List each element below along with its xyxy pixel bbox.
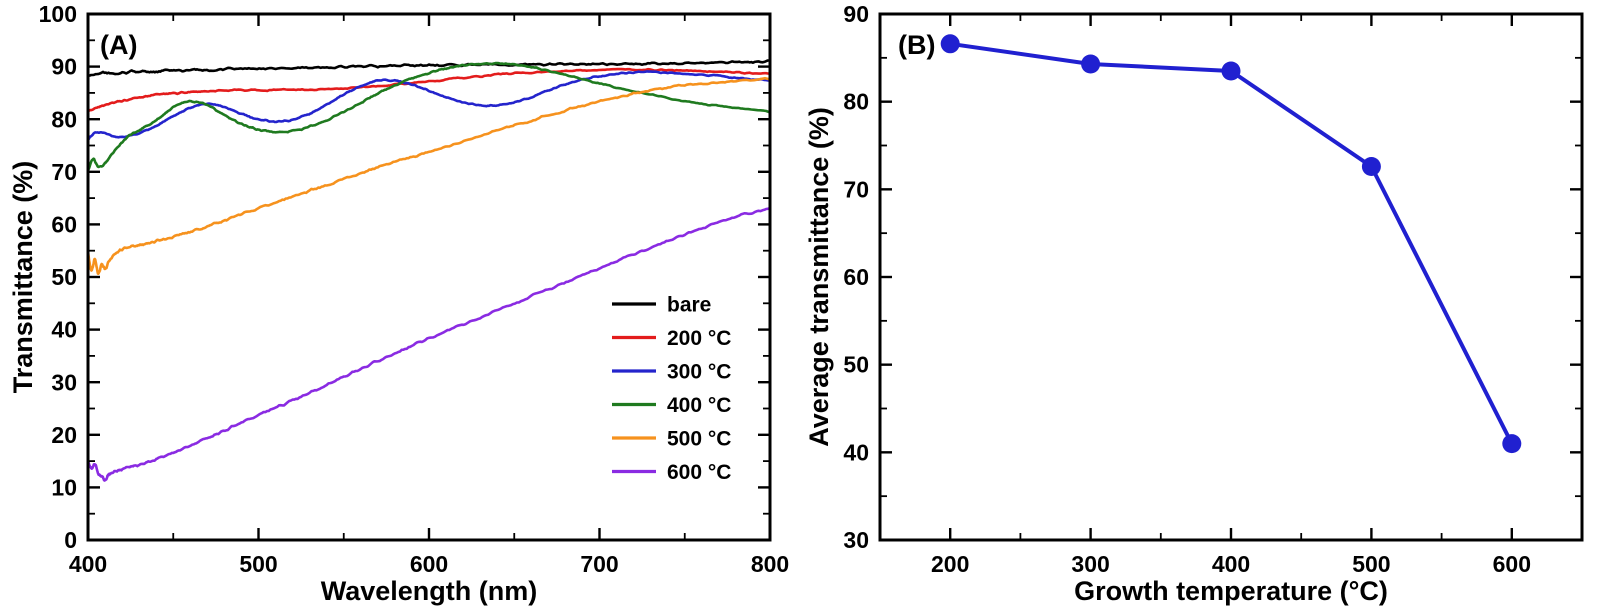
legend-label: 200 °C xyxy=(667,327,731,350)
panel-b: 200 300 400 500 600 30 40 50 60 70 80 90 Growth temp… xyxy=(800,0,1600,616)
x-tick-label: 200 xyxy=(931,551,969,577)
y-tick-label: 10 xyxy=(51,474,77,500)
y-tick-label: 70 xyxy=(843,176,869,202)
series-average-transmittance xyxy=(948,41,1514,446)
plot-series xyxy=(940,34,1522,454)
legend-label: 300 °C xyxy=(667,360,731,383)
tick-labels: 400 500 600 700 800 0 10 20 30 40 50 60 70 80 90 100 xyxy=(39,1,790,577)
series-200C xyxy=(89,67,769,112)
panel-a: 400 500 600 700 800 0 10 20 30 40 50 60 70 80 90 100 Wav… xyxy=(8,1,790,606)
x-tick-label: 500 xyxy=(239,551,277,577)
data-point xyxy=(1361,157,1381,176)
data-point xyxy=(1081,54,1101,74)
axis-ticks xyxy=(880,12,1582,542)
x-axis-label: Growth temperature (°C) xyxy=(1074,576,1388,606)
y-tick-label: 60 xyxy=(843,264,869,290)
series-bare xyxy=(89,59,769,77)
x-tick-label: 800 xyxy=(751,551,789,577)
y-axis-label: Average transmittance (%) xyxy=(804,107,834,447)
series-400C xyxy=(89,61,769,171)
y-tick-label: 90 xyxy=(843,1,869,27)
y-tick-label: 80 xyxy=(843,89,869,115)
y-tick-label: 70 xyxy=(51,159,77,185)
x-tick-label: 500 xyxy=(1352,551,1390,577)
data-point xyxy=(940,34,960,54)
series-600C xyxy=(89,207,769,482)
y-tick-label: 40 xyxy=(843,439,869,465)
data-point xyxy=(1502,434,1522,454)
y-tick-label: 0 xyxy=(64,527,77,553)
legend-label: 600 °C xyxy=(667,461,731,484)
axis-minor-ticks xyxy=(880,14,1582,540)
legend: bare 200 °C 300 °C 400 °C 500 °C 600 °C xyxy=(612,293,731,484)
y-tick-label: 100 xyxy=(39,1,77,27)
x-tick-label: 600 xyxy=(410,551,448,577)
panel-label: (A) xyxy=(100,30,137,60)
legend-label: 500 °C xyxy=(667,427,731,450)
axis-ticks xyxy=(86,12,772,542)
series-500C xyxy=(89,76,769,275)
transmittance-spectra-chart: 400 500 600 700 800 0 10 20 30 40 50 60 70 80 90 100 Wav… xyxy=(8,1,790,606)
axis-minor-ticks xyxy=(88,14,770,540)
y-tick-label: 60 xyxy=(51,211,77,237)
panel-label: (B) xyxy=(898,30,935,60)
x-tick-label: 300 xyxy=(1071,551,1109,577)
legend-label: 400 °C xyxy=(667,394,731,417)
axes-frame xyxy=(878,12,1584,542)
y-axis-label: Transmittance (%) xyxy=(8,161,38,394)
x-tick-label: 400 xyxy=(1212,551,1250,577)
y-tick-label: 90 xyxy=(51,54,77,80)
x-tick-label: 400 xyxy=(69,551,107,577)
y-tick-label: 40 xyxy=(51,317,77,343)
y-tick-label: 50 xyxy=(51,264,77,290)
data-point xyxy=(1221,61,1241,81)
y-tick-label: 80 xyxy=(51,106,77,132)
legend-label: bare xyxy=(667,293,711,316)
x-tick-label: 700 xyxy=(580,551,618,577)
average-transmittance-chart: 200 300 400 500 600 30 40 50 60 70 80 90 Growth temp… xyxy=(804,1,1584,606)
plot-series xyxy=(89,59,769,482)
y-tick-label: 50 xyxy=(843,352,869,378)
tick-labels: 200 300 400 500 600 30 40 50 60 70 80 90 xyxy=(843,1,1531,577)
x-axis-label: Wavelength (nm) xyxy=(321,576,538,606)
y-tick-label: 30 xyxy=(843,527,869,553)
x-tick-label: 600 xyxy=(1493,551,1531,577)
y-tick-label: 20 xyxy=(51,422,77,448)
y-tick-label: 30 xyxy=(51,369,77,395)
